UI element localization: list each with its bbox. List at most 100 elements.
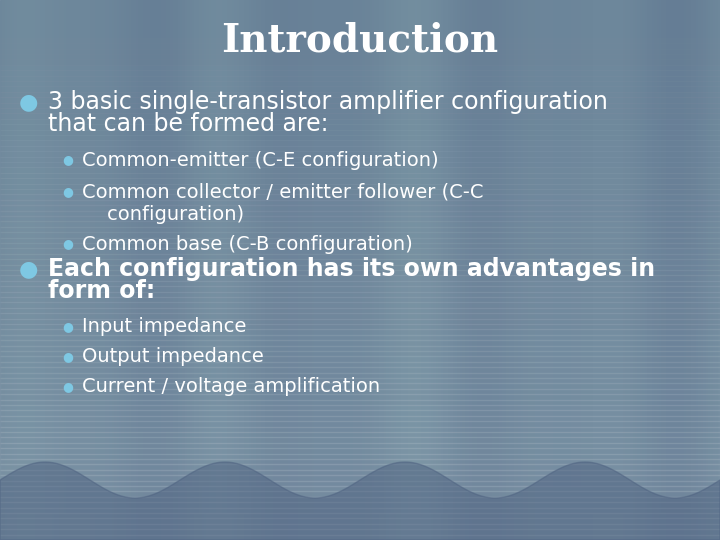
Text: that can be formed are:: that can be formed are:	[48, 112, 328, 136]
Bar	[0, 292, 720, 297]
Bar	[603, 0, 605, 540]
Bar	[518, 0, 521, 540]
Bar	[117, 0, 120, 540]
Bar	[50, 0, 53, 540]
Bar	[31, 0, 34, 540]
Text: ●: ●	[18, 92, 37, 112]
Bar	[0, 232, 720, 238]
Bar	[475, 0, 477, 540]
Bar	[0, 49, 720, 54]
Bar	[0, 238, 720, 243]
Bar	[0, 200, 720, 205]
Bar	[446, 0, 449, 540]
Bar	[0, 432, 720, 437]
Bar	[482, 0, 485, 540]
Bar	[490, 0, 492, 540]
Bar	[127, 0, 130, 540]
Bar	[0, 281, 720, 286]
Bar	[667, 0, 670, 540]
Bar	[290, 0, 293, 540]
Bar	[598, 0, 600, 540]
Bar	[0, 146, 720, 151]
Bar	[135, 0, 137, 540]
Bar	[214, 0, 216, 540]
Bar	[300, 0, 302, 540]
Bar	[0, 97, 720, 103]
Bar	[691, 0, 693, 540]
Text: Common-emitter (C-E configuration): Common-emitter (C-E configuration)	[82, 151, 438, 170]
Bar	[240, 0, 243, 540]
Bar	[168, 0, 171, 540]
Text: Common collector / emitter follower (C-C: Common collector / emitter follower (C-C	[82, 183, 484, 201]
Bar	[485, 0, 487, 540]
Bar	[0, 378, 720, 383]
Bar	[29, 0, 31, 540]
Bar	[0, 324, 720, 329]
Bar	[693, 0, 696, 540]
Bar	[454, 0, 456, 540]
Bar	[0, 518, 720, 524]
Bar	[55, 0, 58, 540]
Bar	[0, 270, 720, 275]
Bar	[441, 0, 444, 540]
Bar	[0, 130, 720, 135]
Bar	[0, 421, 720, 427]
Bar	[0, 502, 720, 508]
Bar	[396, 0, 398, 540]
Bar	[283, 0, 286, 540]
Bar	[0, 22, 720, 27]
Bar	[655, 0, 657, 540]
Bar	[437, 0, 439, 540]
Bar	[430, 0, 432, 540]
Bar	[526, 0, 528, 540]
Bar	[0, 59, 720, 65]
Bar	[0, 464, 720, 470]
Bar	[110, 0, 113, 540]
Bar	[9, 0, 12, 540]
Bar	[333, 0, 336, 540]
Bar	[139, 0, 142, 540]
Bar	[670, 0, 672, 540]
Bar	[0, 437, 720, 443]
Bar	[408, 0, 410, 540]
Text: configuration): configuration)	[82, 205, 244, 224]
Bar	[682, 0, 684, 540]
Bar	[0, 124, 720, 130]
Bar	[0, 54, 720, 59]
Bar	[67, 0, 70, 540]
Bar	[0, 119, 720, 124]
Bar	[629, 0, 631, 540]
Bar	[372, 0, 374, 540]
Bar	[182, 0, 185, 540]
Bar	[377, 0, 379, 540]
Bar	[307, 0, 310, 540]
Bar	[461, 0, 463, 540]
Bar	[0, 448, 720, 454]
Bar	[410, 0, 413, 540]
Bar	[310, 0, 312, 540]
Bar	[449, 0, 451, 540]
Bar	[53, 0, 55, 540]
Bar	[0, 400, 720, 405]
Bar	[374, 0, 377, 540]
Bar	[660, 0, 662, 540]
Bar	[79, 0, 81, 540]
Bar	[341, 0, 343, 540]
Bar	[156, 0, 158, 540]
Bar	[22, 0, 24, 540]
Bar	[0, 194, 720, 200]
Bar	[0, 524, 720, 529]
Text: Input impedance: Input impedance	[82, 318, 246, 336]
Bar	[0, 443, 720, 448]
Bar	[209, 0, 211, 540]
Bar	[0, 27, 720, 32]
Text: ●: ●	[63, 321, 73, 334]
Bar	[0, 0, 2, 540]
Bar	[360, 0, 362, 540]
Bar	[207, 0, 209, 540]
Text: Current / voltage amplification: Current / voltage amplification	[82, 377, 380, 396]
Bar	[567, 0, 569, 540]
Bar	[686, 0, 689, 540]
Bar	[0, 259, 720, 265]
Bar	[94, 0, 96, 540]
